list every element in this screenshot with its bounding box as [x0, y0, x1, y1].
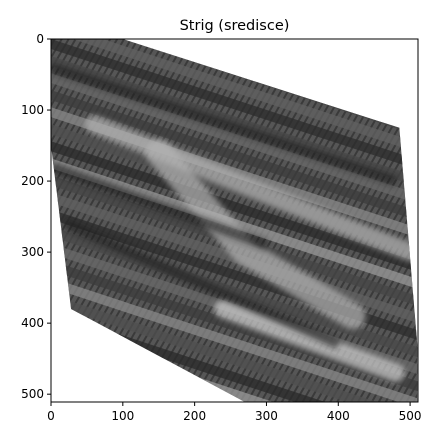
image-streak — [51, 397, 418, 441]
x-tick-label: 500 — [399, 409, 422, 423]
y-tick-label: 400 — [21, 316, 44, 330]
x-tick-label: 0 — [47, 409, 55, 423]
y-tick-label: 0 — [36, 32, 44, 46]
image-streak — [51, 0, 418, 16]
x-tick-label: 400 — [327, 409, 350, 423]
y-tick-label: 200 — [21, 174, 44, 188]
chart-title: Strig (sredisce) — [180, 18, 290, 34]
image-layer — [51, 0, 418, 441]
x-tick-label: 100 — [111, 409, 134, 423]
x-axis: 0 100 200 300 400 500 — [47, 402, 421, 423]
y-tick-label: 300 — [21, 245, 44, 259]
x-tick-label: 300 — [255, 409, 278, 423]
x-tick-label: 200 — [183, 409, 206, 423]
image-streak — [51, 414, 418, 441]
y-tick-label: 500 — [21, 387, 44, 401]
y-axis: 0 100 200 300 400 500 — [21, 32, 51, 401]
y-tick-label: 100 — [21, 103, 44, 117]
image-streak — [51, 431, 418, 441]
